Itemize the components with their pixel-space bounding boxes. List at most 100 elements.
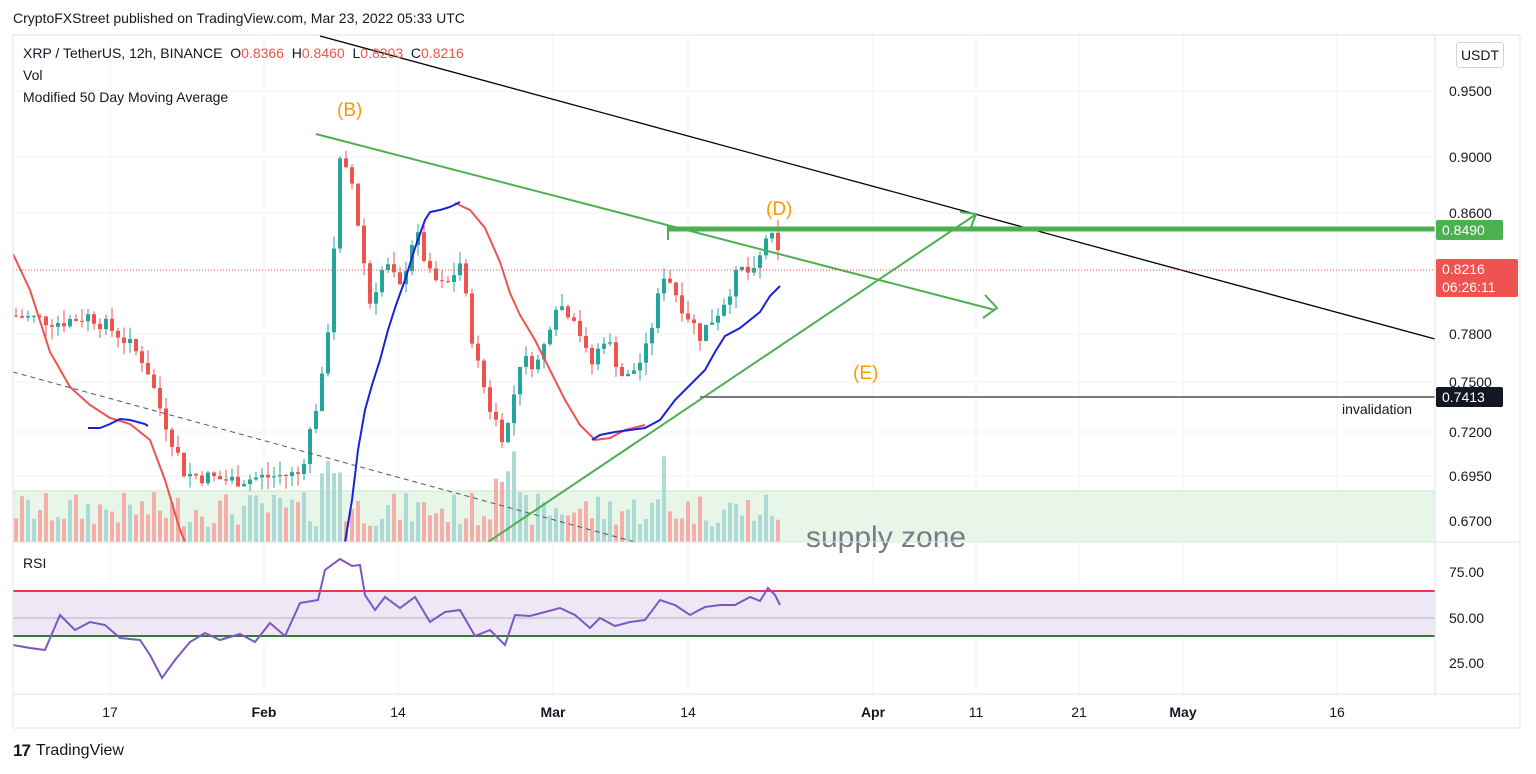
volume-legend[interactable]: Vol	[23, 67, 43, 83]
candle-body	[248, 479, 252, 485]
tradingview-logo-icon: 17	[13, 741, 31, 760]
last-price-tag	[1436, 259, 1518, 297]
volume-bar	[332, 473, 336, 542]
candle-body	[506, 423, 510, 443]
symbol-name[interactable]: XRP / TetherUS, 12h, BINANCE	[23, 45, 223, 61]
tradingview-logo[interactable]: 17 TradingView	[13, 741, 124, 761]
volume-bar	[452, 494, 456, 542]
volume-bar	[680, 518, 684, 542]
high-value: 0.8460	[301, 45, 345, 61]
time-tick-label: Mar	[541, 704, 566, 720]
volume-bar	[470, 492, 474, 542]
candle-body	[254, 477, 258, 480]
candle-body	[668, 278, 672, 283]
volume-bar	[86, 504, 90, 542]
ma-blue-line-3	[591, 285, 781, 441]
candle-body	[536, 359, 540, 370]
rsi-band	[13, 591, 1435, 636]
rsi-tick-label: 25.00	[1449, 655, 1484, 671]
candle-body	[98, 323, 102, 330]
candle-body	[92, 314, 96, 324]
volume-bar	[668, 511, 672, 542]
candle-body	[206, 472, 210, 484]
candle-body	[290, 472, 294, 477]
candle-body	[80, 320, 84, 322]
volume-bar	[722, 509, 726, 542]
volume-bar	[362, 523, 366, 542]
volume-bar	[608, 501, 612, 542]
volume-bar	[128, 504, 132, 542]
candle-body	[344, 158, 348, 168]
rsi-legend[interactable]: RSI	[23, 555, 47, 571]
volume-bar	[116, 522, 120, 542]
price-tick-label: 0.9500	[1449, 83, 1492, 99]
price-tick-label: 0.6950	[1449, 468, 1492, 484]
volume-bar	[416, 502, 420, 542]
volume-bar	[758, 515, 762, 542]
volume-bar	[308, 521, 312, 542]
time-tick-label: 11	[969, 704, 984, 720]
candle-body	[710, 322, 714, 325]
candle-body	[434, 268, 438, 281]
candle-body	[122, 337, 126, 344]
time-tick-label: May	[1169, 704, 1196, 720]
rising-wedge-line	[487, 214, 976, 543]
upper-arrow-head	[982, 294, 999, 319]
candle-body	[380, 269, 384, 293]
volume-bar	[566, 515, 570, 542]
candle-body	[368, 263, 372, 304]
volume-bar	[458, 523, 462, 542]
open-value: 0.8366	[241, 45, 284, 61]
candle-body	[728, 296, 732, 305]
candle-body	[134, 338, 138, 352]
volume-bar	[320, 473, 324, 542]
rsi-axis: 75.00 50.00 25.00	[1449, 564, 1484, 671]
volume-bar	[584, 501, 588, 542]
candle-body	[674, 282, 678, 296]
candle-body	[602, 343, 606, 349]
volume-bar	[776, 519, 780, 542]
candle-body	[44, 316, 48, 326]
time-tick-label: 21	[1071, 704, 1087, 720]
price-tick-label: 0.6700	[1449, 513, 1492, 529]
volume-bar	[572, 512, 576, 542]
candle-body	[68, 319, 72, 327]
candle-body	[446, 281, 450, 283]
volume-bar	[446, 522, 450, 542]
long-downtrend-line	[319, 35, 1436, 340]
candle-body	[494, 411, 498, 420]
currency-button[interactable]: USDT	[1456, 42, 1504, 68]
volume-bar	[380, 518, 384, 542]
volume-bar	[428, 515, 432, 542]
volume-bar	[704, 520, 708, 542]
candle-body	[374, 292, 378, 304]
volume-bars	[14, 451, 780, 542]
volume-bar	[410, 521, 414, 542]
candle-body	[350, 167, 354, 184]
volume-bar	[752, 520, 756, 542]
volume-bar	[26, 499, 30, 542]
price-tick-label: 0.7800	[1449, 326, 1492, 342]
ma-legend[interactable]: Modified 50 Day Moving Average	[23, 89, 229, 105]
volume-bar	[464, 518, 468, 542]
volume-bar	[734, 503, 738, 542]
volume-bar	[92, 523, 96, 542]
volume-bar	[476, 525, 480, 542]
volume-bar	[662, 456, 666, 542]
candle-body	[104, 318, 108, 330]
time-axis: 17 Feb 14 Mar 14 Apr 11 21 May 16	[102, 704, 1345, 720]
volume-bar	[644, 518, 648, 542]
candle-body	[38, 315, 42, 317]
volume-bar	[638, 524, 642, 542]
candle-body	[698, 323, 702, 342]
volume-bar	[290, 499, 294, 542]
volume-bar	[212, 523, 216, 542]
volume-bar	[626, 509, 630, 542]
candle-body	[716, 315, 720, 323]
candle-body	[110, 318, 114, 331]
candle-body	[176, 447, 180, 453]
publisher-name[interactable]: CryptoFXStreet	[13, 10, 110, 26]
candle-body	[308, 429, 312, 465]
candle-body	[116, 330, 120, 338]
candle-body	[170, 429, 174, 448]
